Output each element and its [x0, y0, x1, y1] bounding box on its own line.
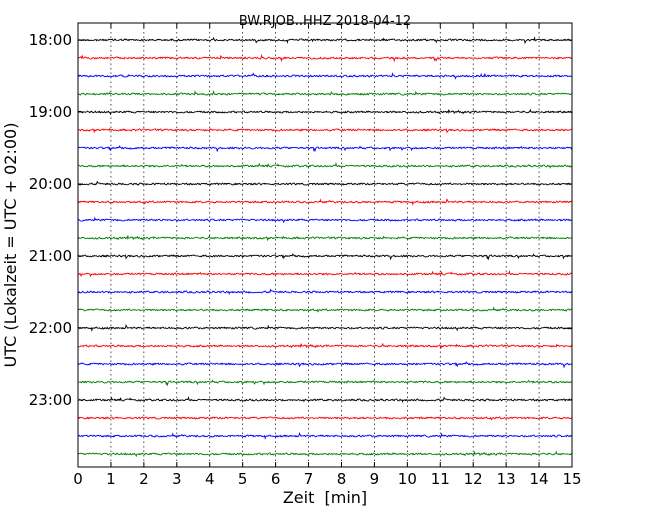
- seismic-trace: [77, 269, 573, 278]
- seismic-trace: [77, 127, 572, 134]
- x-tick-label: 15: [562, 470, 581, 488]
- chart-title: BW.RJOB..HHZ 2018-04-12: [239, 14, 411, 29]
- seismic-trace: [77, 145, 573, 153]
- x-tick-label: 4: [205, 470, 215, 488]
- x-tick-label: 0: [73, 470, 83, 488]
- y-tick-label: 19:00: [29, 103, 72, 121]
- x-tick-label: 12: [464, 470, 483, 488]
- x-tick-label: 5: [238, 470, 248, 488]
- y-tick-label: 23:00: [29, 391, 72, 409]
- x-tick-label: 8: [337, 470, 347, 488]
- seismic-trace: [77, 306, 573, 313]
- seismic-trace: [77, 36, 573, 45]
- seismic-trace: [77, 161, 573, 169]
- seismic-trace: [77, 416, 573, 421]
- seismic-trace: [77, 108, 573, 116]
- y-tick-label: 21:00: [29, 247, 72, 265]
- x-tick-label: 13: [497, 470, 516, 488]
- seismic-traces: [77, 36, 573, 458]
- seismic-trace: [77, 431, 573, 440]
- x-axis-ticks: 0 1 2 3 4 5 6 7 8 9 10 11 12 13 14 15: [73, 23, 582, 488]
- x-tick-label: 7: [304, 470, 314, 488]
- y-tick-label: 22:00: [29, 319, 72, 337]
- x-tick-label: 1: [106, 470, 116, 488]
- y-tick-label: 20:00: [29, 175, 72, 193]
- x-tick-label: 9: [370, 470, 380, 488]
- seismic-trace: [77, 197, 572, 206]
- seismic-trace: [77, 216, 572, 224]
- seismic-trace: [77, 288, 573, 295]
- x-tick-label: 6: [271, 470, 281, 488]
- seismic-trace: [77, 361, 573, 369]
- x-tick-label: 14: [530, 470, 549, 488]
- seismic-trace: [77, 450, 573, 458]
- seismic-trace: [77, 379, 572, 387]
- x-tick-label: 3: [172, 470, 182, 488]
- seismic-trace: [78, 89, 572, 96]
- x-tick-label: 11: [431, 470, 450, 488]
- seismic-trace: [77, 253, 573, 261]
- seismic-trace: [77, 180, 572, 186]
- grid-lines: [110, 23, 540, 467]
- seismic-trace: [77, 72, 572, 80]
- y-axis-label: UTC (Lokalzeit = UTC + 02:00): [1, 123, 20, 368]
- x-axis-label: Zeit [min]: [283, 488, 367, 507]
- seismic-trace: [77, 342, 573, 350]
- y-axis-ticks: 18:00 19:00 20:00 21:00 22:00 23:00: [29, 31, 572, 409]
- seismic-trace: [77, 53, 572, 63]
- seismic-trace: [77, 323, 573, 332]
- seismic-trace: [77, 234, 572, 242]
- x-tick-label: 2: [139, 470, 149, 488]
- y-tick-label: 18:00: [29, 31, 72, 49]
- x-tick-label: 10: [398, 470, 417, 488]
- plot-frame: [77, 22, 573, 468]
- seismic-trace: [77, 395, 573, 403]
